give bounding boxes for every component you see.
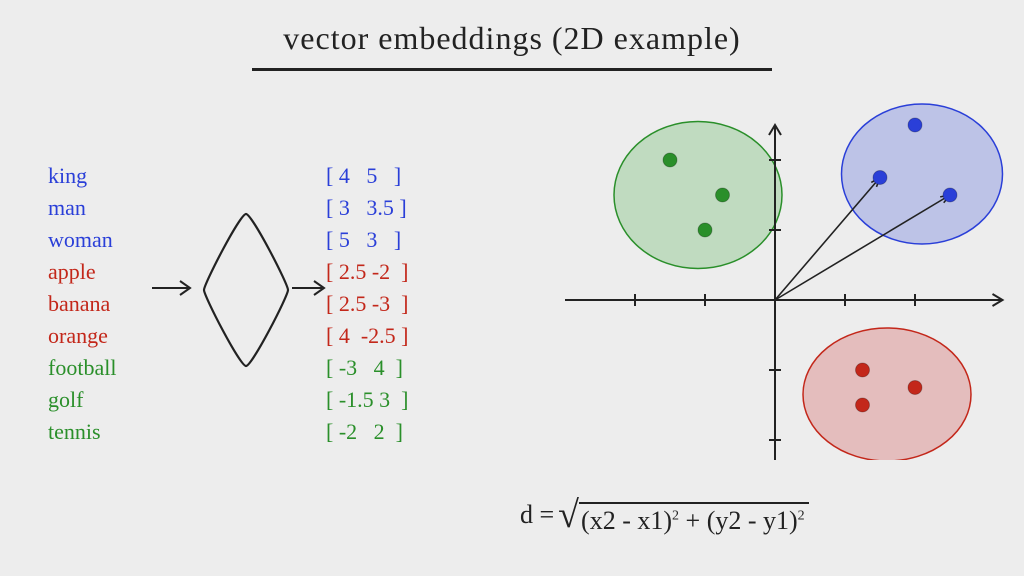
cluster-ellipse xyxy=(614,122,782,269)
sqrt-icon: √ xyxy=(558,500,579,530)
word-item: football xyxy=(48,352,116,384)
word-item: apple xyxy=(48,256,116,288)
title-underline xyxy=(252,68,772,71)
word-item: tennis xyxy=(48,416,116,448)
vector-item: [ -2 2 ] xyxy=(326,416,408,448)
word-item: woman xyxy=(48,224,116,256)
data-point xyxy=(716,188,730,202)
word-list: kingmanwomanapplebananaorangefootballgol… xyxy=(48,160,116,448)
arrow-to-model-icon xyxy=(150,278,196,298)
data-point xyxy=(698,223,712,237)
page-title: vector embeddings (2D example) xyxy=(0,20,1024,57)
distance-formula: d = √ (x2 - x1)2 + (y2 - y1)2 xyxy=(520,500,809,536)
data-point xyxy=(856,363,870,377)
data-point xyxy=(908,118,922,132)
vector-item: [ 2.5 -2 ] xyxy=(326,256,408,288)
formula-plus: + xyxy=(679,506,707,535)
data-point xyxy=(908,381,922,395)
formula-radicand: (x2 - x1)2 + (y2 - y1)2 xyxy=(579,502,809,536)
vector-item: [ 4 5 ] xyxy=(326,160,408,192)
formula-term-b: (y2 - y1) xyxy=(707,506,798,535)
word-item: king xyxy=(48,160,116,192)
word-item: banana xyxy=(48,288,116,320)
vector-item: [ -3 4 ] xyxy=(326,352,408,384)
vector-item: [ 2.5 -3 ] xyxy=(326,288,408,320)
vector-item: [ 3 3.5 ] xyxy=(326,192,408,224)
model-node-icon xyxy=(198,210,294,370)
vector-item: [ -1.5 3 ] xyxy=(326,384,408,416)
word-item: orange xyxy=(48,320,116,352)
vector-item: [ 4 -2.5 ] xyxy=(326,320,408,352)
word-item: man xyxy=(48,192,116,224)
vector-list: [ 4 5 ][ 3 3.5 ][ 5 3 ][ 2.5 -2 ][ 2.5 -… xyxy=(326,160,408,448)
data-point xyxy=(873,171,887,185)
vector-arrow xyxy=(775,178,880,301)
word-item: golf xyxy=(48,384,116,416)
vector-item: [ 5 3 ] xyxy=(326,224,408,256)
data-point xyxy=(856,398,870,412)
formula-term-a: (x2 - x1) xyxy=(581,506,672,535)
data-point xyxy=(943,188,957,202)
formula-lhs: d = xyxy=(520,500,554,530)
cluster-ellipse xyxy=(803,328,971,460)
formula-exp-a: 2 xyxy=(672,508,679,523)
data-point xyxy=(663,153,677,167)
scatter-plot xyxy=(540,100,1010,460)
formula-exp-b: 2 xyxy=(798,508,805,523)
arrow-from-model-icon xyxy=(290,278,330,298)
